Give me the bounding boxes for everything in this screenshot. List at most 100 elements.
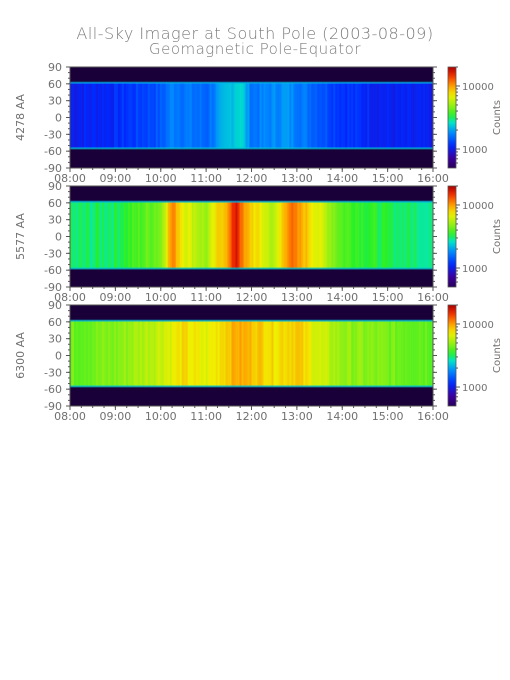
heatmap-cell (79, 201, 83, 269)
heatmap-cell (177, 82, 181, 149)
heatmap-cell (337, 320, 340, 387)
heatmap-cell (187, 82, 191, 149)
heatmap-cell (77, 82, 81, 149)
heatmap-cell (393, 82, 396, 149)
heatmap-cell (143, 82, 147, 149)
heatmap-cell (195, 320, 199, 387)
heatmap-cell (419, 320, 422, 387)
heatmap-cell (419, 82, 422, 149)
heatmap-cell (139, 320, 143, 387)
heatmap-cell (143, 320, 147, 387)
heatmap-cell (151, 82, 155, 149)
heatmap-cell (153, 320, 157, 387)
heatmap-cell (339, 320, 342, 387)
heatmap-cell (261, 201, 264, 269)
heatmap-cell (135, 82, 139, 149)
heatmap-cell (349, 320, 352, 387)
heatmap-cell (429, 82, 432, 149)
heatmap-cell (413, 201, 416, 269)
heatmap-cell (345, 82, 348, 149)
heatmap-cell (285, 82, 288, 149)
heatmap-cell (113, 320, 117, 387)
heatmap-cell (97, 320, 101, 387)
x-tick-label: 10:00 (145, 172, 177, 185)
heatmap-cell (181, 82, 185, 149)
heatmap-cell (237, 320, 240, 387)
colorbar-tick-label: 10000 (462, 82, 494, 93)
heatmap-cell (279, 82, 282, 149)
heatmap-cell (105, 320, 109, 387)
x-tick-label: 08:00 (54, 291, 86, 304)
heatmap-cell (187, 320, 191, 387)
heatmap-cell (151, 320, 155, 387)
heatmap-cell (303, 201, 306, 269)
band-edge-bottom (70, 267, 433, 270)
heatmap-cell (129, 201, 133, 269)
heatmap-cell (147, 320, 151, 387)
heatmap-cell (263, 201, 266, 269)
heatmap-cell (425, 201, 428, 269)
heatmap-cell (85, 320, 89, 387)
heatmap-cell (331, 201, 334, 269)
heatmap-cell (213, 82, 216, 149)
heatmap-cell (333, 320, 336, 387)
heatmap-cell (379, 82, 382, 149)
heatmap-cell (245, 82, 248, 149)
heatmap-cell (137, 82, 141, 149)
heatmap-cell (267, 320, 270, 387)
band-edge-top (70, 81, 433, 84)
heatmap-cell (193, 82, 197, 149)
heatmap-cell (359, 320, 362, 387)
heatmap-cell (143, 201, 147, 269)
heatmap-cell (373, 82, 376, 149)
heatmap-cell (109, 201, 113, 269)
heatmap-cell (183, 82, 187, 149)
x-tick-label: 13:00 (281, 410, 313, 423)
heatmap-cell (317, 320, 320, 387)
heatmap-cell (91, 201, 95, 269)
heatmap-cell (73, 82, 77, 149)
heatmap-cell (305, 320, 308, 387)
heatmap-cell (115, 320, 119, 387)
heatmap-cell (391, 320, 394, 387)
heatmap-cell (389, 201, 392, 269)
heatmap-cell (411, 320, 414, 387)
heatmap-cell (381, 320, 384, 387)
heatmap-cell (255, 201, 258, 269)
heatmap-cell (243, 320, 246, 387)
heatmap-cell (267, 82, 270, 149)
heatmap-cell (415, 320, 418, 387)
heatmap-cell (365, 320, 368, 387)
heatmap-cell (159, 82, 163, 149)
x-tick-label: 12:00 (236, 291, 268, 304)
heatmap-cell (207, 201, 211, 269)
heatmap-cell (197, 82, 201, 149)
heatmap-cell (417, 82, 420, 149)
heatmap-cell (247, 201, 250, 269)
heatmap-cell (103, 201, 107, 269)
heatmap-cell (325, 201, 328, 269)
heatmap-cell (259, 201, 262, 269)
heatmap-cell (257, 82, 260, 149)
heatmap-cell (351, 320, 354, 387)
heatmap-cell (411, 82, 414, 149)
heatmap-cell (121, 320, 125, 387)
colorbar-tick-label: 10000 (462, 320, 494, 331)
heatmap-cell (137, 320, 141, 387)
heatmap-cell (159, 320, 163, 387)
heatmap-cell (191, 82, 195, 149)
heatmap-cell (281, 82, 284, 149)
heatmap-cell (99, 201, 103, 269)
heatmap-cell (419, 201, 422, 269)
heatmap-cell (377, 82, 380, 149)
heatmap-cell (253, 82, 256, 149)
heatmap-cell (275, 201, 278, 269)
heatmap-cell (323, 82, 326, 149)
heatmap-cell (247, 82, 250, 149)
heatmap-cell (321, 320, 324, 387)
heatmap-cell (133, 82, 137, 149)
heatmap-cell (185, 201, 189, 269)
heatmap-cell (153, 201, 157, 269)
heatmap-cell (367, 201, 370, 269)
heatmap-cell (211, 320, 214, 387)
